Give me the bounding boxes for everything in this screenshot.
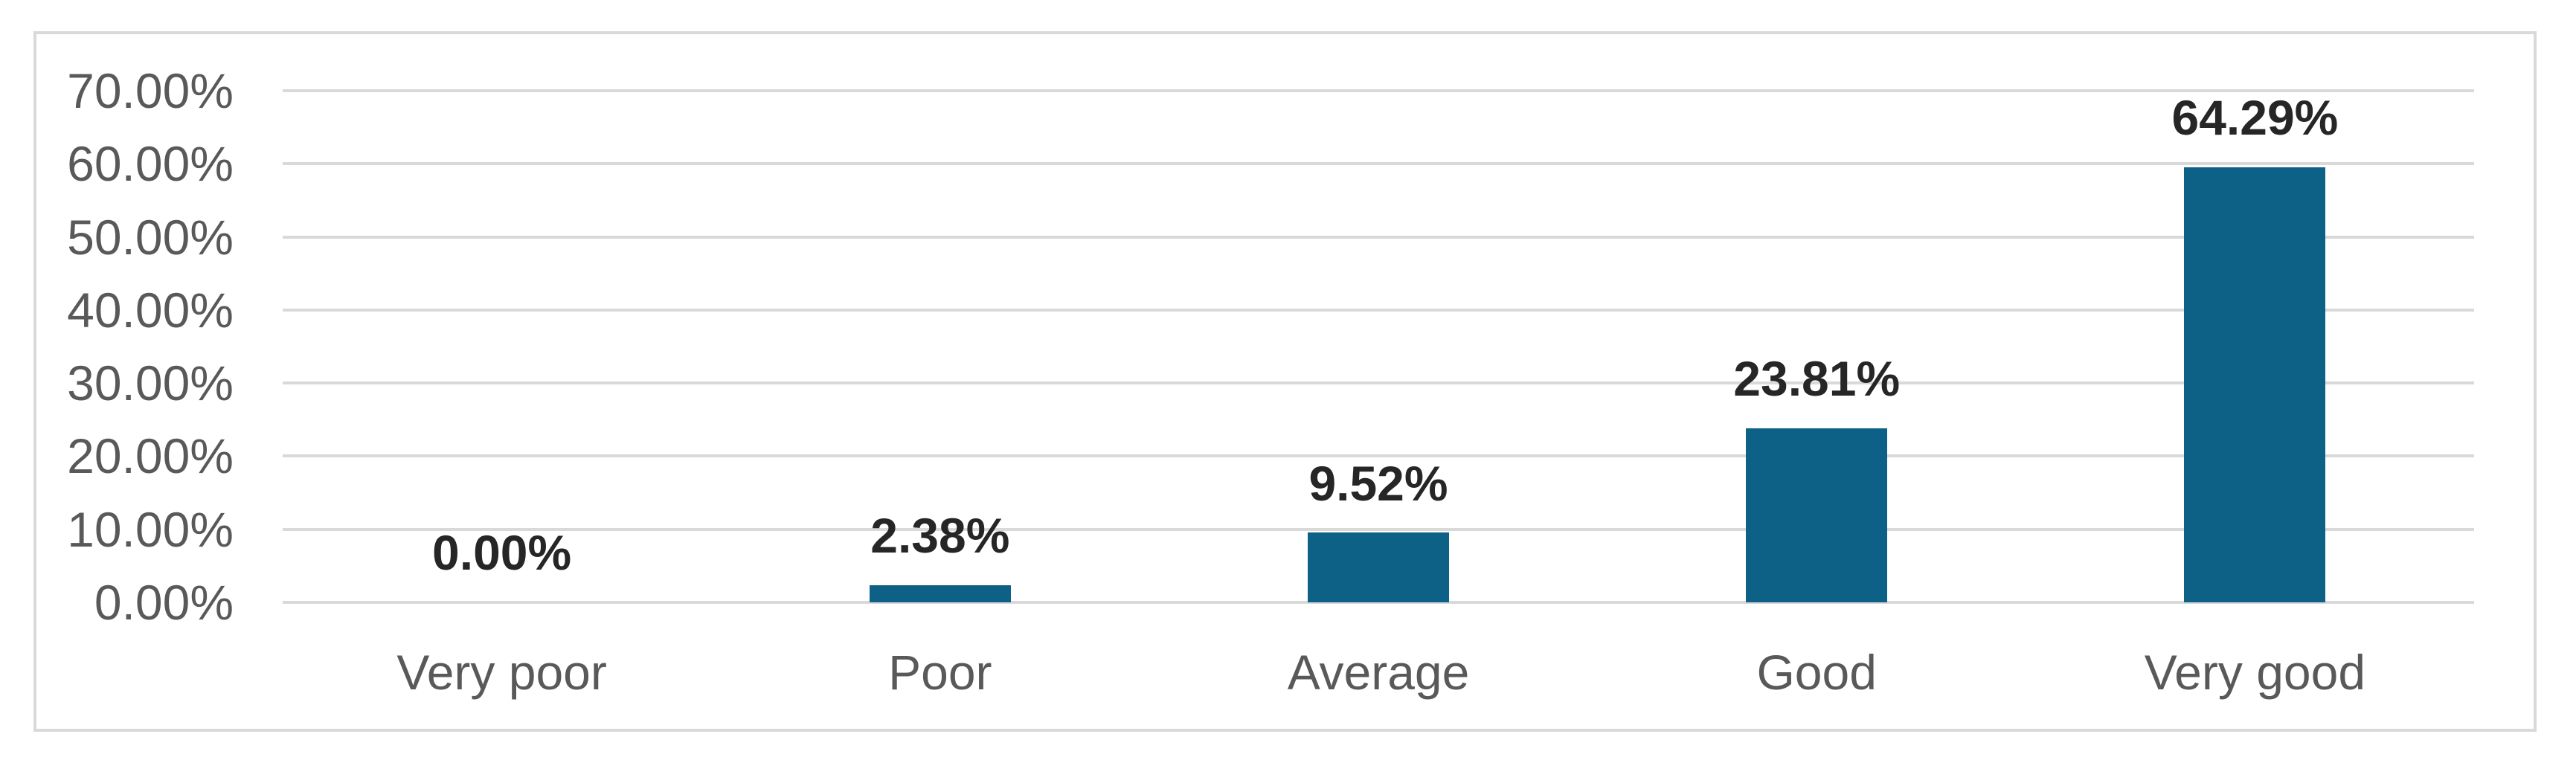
- bar-group-very-good: 64.29%: [2036, 91, 2474, 602]
- x-axis-category-label: Very good: [2144, 645, 2366, 700]
- x-axis-category-label: Good: [1756, 645, 1877, 700]
- y-axis-tick-label: 20.00%: [67, 428, 234, 484]
- bar-value-label: 64.29%: [2171, 90, 2339, 145]
- bar-value-label: 23.81%: [1733, 351, 1901, 407]
- gridline-0: [283, 601, 2474, 604]
- bar-value-label: 2.38%: [870, 508, 1010, 564]
- bar-value-label: 0.00%: [432, 525, 572, 581]
- y-axis-tick-label: 60.00%: [67, 136, 234, 192]
- y-axis-tick-label: 0.00%: [94, 575, 234, 630]
- gridline-40: [283, 308, 2474, 312]
- gridline-30: [283, 381, 2474, 385]
- x-axis-category-label: Average: [1287, 645, 1470, 700]
- plot-area: 0.00% 10.00% 20.00% 30.00% 40.00% 50.00% 60.00…: [67, 66, 2474, 700]
- gridline-10: [283, 527, 2474, 531]
- bar-group-average: 9.52%: [1159, 91, 1597, 602]
- bar-group-poor: 2.38%: [721, 91, 1159, 602]
- y-axis-tick-label: 10.00%: [67, 501, 234, 557]
- y-axis-tick-label: 50.00%: [67, 209, 234, 265]
- gridline-70: [283, 89, 2474, 92]
- bar: [1746, 428, 1888, 602]
- gridline-50: [283, 235, 2474, 239]
- y-axis-tick-label: 70.00%: [67, 63, 234, 118]
- x-axis-category-label: Poor: [888, 645, 992, 700]
- bars-layer: 0.00% 2.38% 9.52% 23.81% 64.29%: [283, 91, 2474, 602]
- bar: [2184, 167, 2326, 602]
- x-axis-category-label: Very poor: [396, 645, 607, 700]
- y-axis-tick-label: 30.00%: [67, 355, 234, 411]
- chart-frame: 0.00% 10.00% 20.00% 30.00% 40.00% 50.00% 60.00…: [33, 31, 2537, 732]
- gridline-20: [283, 454, 2474, 458]
- gridline-60: [283, 162, 2474, 166]
- bar: [869, 585, 1011, 602]
- bar: [1308, 532, 1449, 602]
- x-axis: Very poor Poor Average Good Very good: [283, 602, 2474, 702]
- bar-group-good: 23.81%: [1598, 91, 2036, 602]
- bar-group-very-poor: 0.00%: [283, 91, 721, 602]
- bar-value-label: 9.52%: [1308, 455, 1448, 511]
- y-axis-tick-label: 40.00%: [67, 282, 234, 338]
